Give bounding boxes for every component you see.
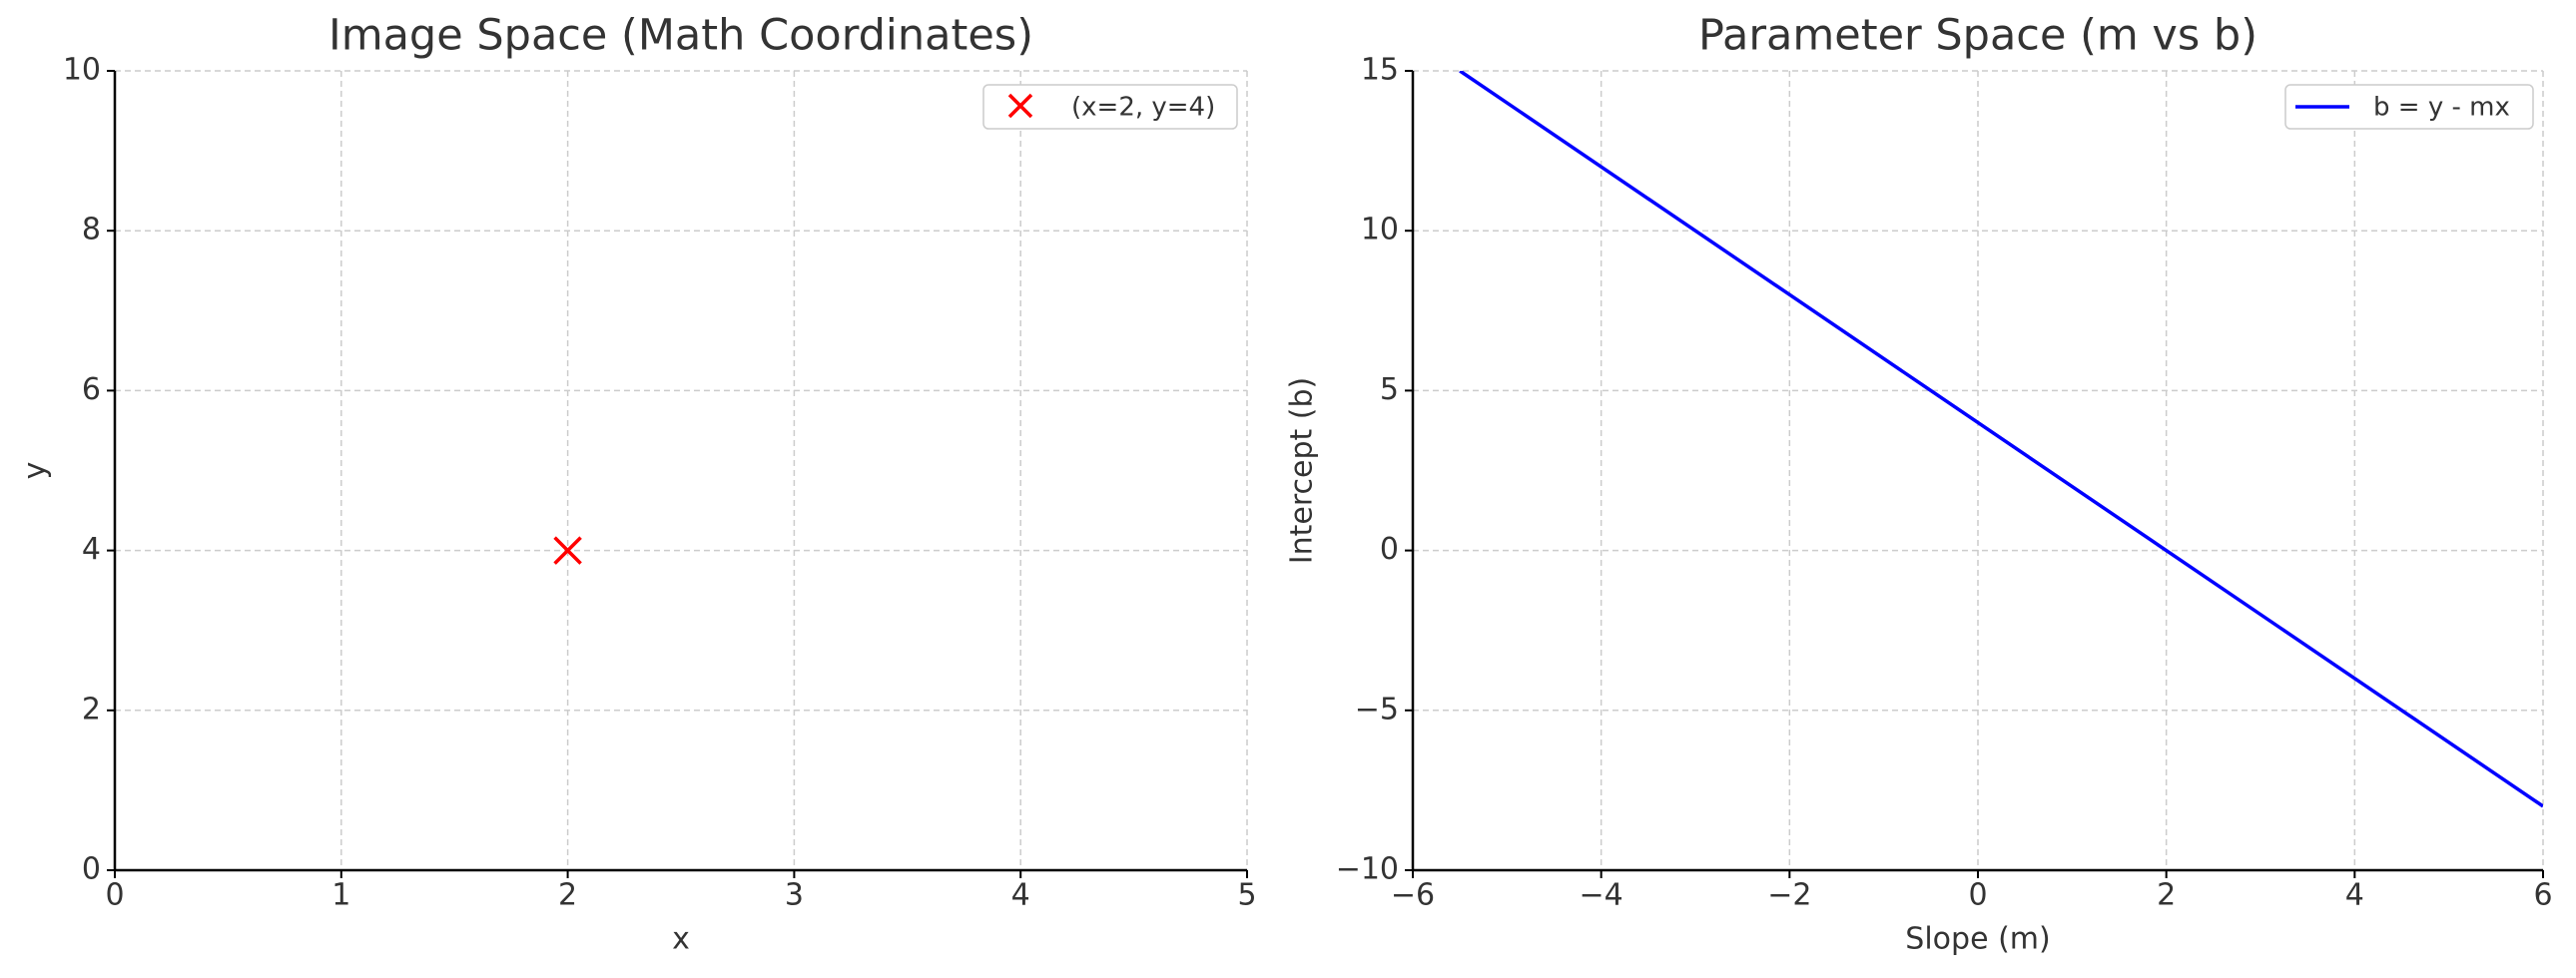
- y-tick-label: 0: [1380, 532, 1399, 567]
- x-tick-label: 2: [2157, 878, 2176, 913]
- y-tick-label: 5: [1380, 372, 1399, 407]
- y-axis-label: Intercept (b): [1285, 377, 1320, 565]
- legend-box: [982, 84, 1238, 130]
- x-tick-label: 6: [2533, 878, 2552, 913]
- x-tick-label: 4: [2345, 878, 2364, 913]
- y-tick-label: 2: [82, 692, 101, 727]
- y-tick-label: 4: [82, 532, 101, 567]
- y-tick-label: 8: [82, 213, 101, 247]
- y-tick-label: 10: [63, 53, 101, 88]
- chart-title: Image Space (Math Coordinates): [328, 11, 1033, 61]
- y-axis-label: y: [18, 462, 53, 480]
- y-tick-label: −10: [1336, 852, 1399, 887]
- y-tick-label: 15: [1361, 53, 1399, 88]
- chart-title: Parameter Space (m vs b): [1698, 11, 2257, 61]
- y-tick-label: −5: [1355, 692, 1399, 727]
- x-tick-label: 2: [558, 878, 577, 913]
- x-axis-label: x: [672, 922, 690, 957]
- x-tick-label: 3: [785, 878, 804, 913]
- y-tick-label: 0: [82, 852, 101, 887]
- legend-label: (x=2, y=4): [1071, 93, 1215, 123]
- y-tick-label: 6: [82, 372, 101, 407]
- x-tick-label: 1: [331, 878, 350, 913]
- y-tick-label: 10: [1361, 213, 1399, 247]
- x-tick-label: 5: [1237, 878, 1256, 913]
- line: [1459, 71, 2543, 808]
- point: [553, 536, 582, 565]
- legend-label: b = y - mx: [2373, 93, 2510, 123]
- marker-stroke: [553, 536, 582, 565]
- x-axis-label: Slope (m): [1905, 922, 2050, 957]
- x-tick-label: −6: [1391, 878, 1435, 913]
- x-tick-label: −2: [1767, 878, 1811, 913]
- legend-box: [2284, 84, 2534, 130]
- marker-stroke: [1007, 93, 1033, 119]
- x-tick-label: 0: [1968, 878, 1987, 913]
- x-tick-label: −4: [1580, 878, 1623, 913]
- x-tick-label: 0: [105, 878, 124, 913]
- legend-marker: [1007, 93, 1033, 119]
- x-tick-label: 4: [1011, 878, 1030, 913]
